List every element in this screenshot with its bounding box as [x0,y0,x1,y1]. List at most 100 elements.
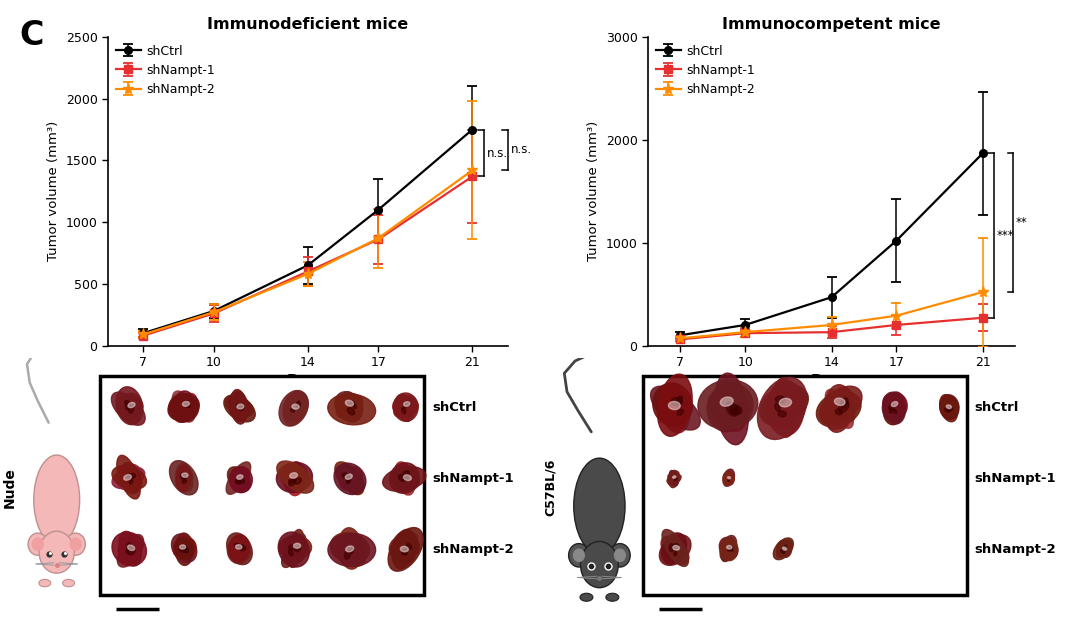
Ellipse shape [127,548,135,555]
Ellipse shape [677,410,684,415]
Ellipse shape [400,472,410,484]
Ellipse shape [725,544,733,556]
Ellipse shape [726,476,732,482]
Ellipse shape [337,534,365,566]
Ellipse shape [111,392,145,425]
Circle shape [573,549,584,561]
Ellipse shape [781,549,783,551]
Ellipse shape [665,540,683,560]
Ellipse shape [772,378,797,437]
Ellipse shape [235,478,240,483]
Ellipse shape [349,402,354,406]
Ellipse shape [780,544,789,554]
Text: shCtrl: shCtrl [432,400,476,414]
Ellipse shape [123,402,136,413]
Ellipse shape [237,404,244,409]
Ellipse shape [124,544,135,555]
Ellipse shape [122,537,138,561]
Ellipse shape [234,469,245,488]
Ellipse shape [328,394,376,425]
Ellipse shape [946,402,951,412]
Ellipse shape [282,534,306,568]
Ellipse shape [348,407,354,415]
Ellipse shape [168,394,199,422]
Ellipse shape [660,391,691,422]
Ellipse shape [732,407,740,414]
Ellipse shape [230,473,248,485]
Ellipse shape [882,393,907,420]
Ellipse shape [940,394,958,422]
Ellipse shape [777,392,794,421]
Text: shNampt-1: shNampt-1 [432,471,514,485]
Ellipse shape [667,471,679,485]
Ellipse shape [116,387,143,424]
Ellipse shape [125,471,134,486]
Ellipse shape [672,476,675,481]
Ellipse shape [173,391,194,422]
Ellipse shape [727,545,732,549]
Ellipse shape [179,547,186,552]
Circle shape [569,544,590,567]
Ellipse shape [118,537,141,563]
Ellipse shape [886,399,902,418]
Ellipse shape [178,399,191,414]
Circle shape [609,544,631,567]
Ellipse shape [397,541,410,556]
Ellipse shape [179,468,189,487]
Ellipse shape [710,383,753,428]
Ellipse shape [179,404,191,412]
Ellipse shape [725,544,733,554]
Ellipse shape [671,473,677,482]
Ellipse shape [345,473,355,482]
Ellipse shape [127,402,135,408]
Ellipse shape [780,543,788,554]
Ellipse shape [675,478,677,481]
Ellipse shape [669,394,680,420]
Ellipse shape [284,392,308,421]
Ellipse shape [820,386,862,424]
Ellipse shape [670,473,679,484]
Ellipse shape [345,543,355,554]
Ellipse shape [125,544,135,555]
Ellipse shape [772,389,795,425]
Ellipse shape [724,472,734,486]
Ellipse shape [289,399,301,414]
Ellipse shape [781,550,785,553]
Ellipse shape [673,476,676,478]
Ellipse shape [770,383,798,427]
Ellipse shape [339,395,362,421]
Circle shape [66,533,85,555]
Ellipse shape [891,404,897,412]
Ellipse shape [829,395,850,418]
Ellipse shape [400,472,413,482]
Ellipse shape [279,532,309,567]
Ellipse shape [757,378,807,439]
Ellipse shape [889,403,894,410]
Ellipse shape [184,546,189,553]
Ellipse shape [235,545,242,549]
Ellipse shape [406,544,411,549]
Ellipse shape [286,469,303,487]
Ellipse shape [234,474,245,482]
Ellipse shape [177,467,192,491]
Ellipse shape [180,471,190,484]
Ellipse shape [401,404,409,411]
Ellipse shape [671,397,681,406]
Ellipse shape [339,467,363,491]
Ellipse shape [760,386,808,425]
Ellipse shape [175,539,194,558]
Ellipse shape [289,544,300,557]
Ellipse shape [726,476,732,481]
Ellipse shape [126,474,130,481]
Y-axis label: Tumor volume (mm³): Tumor volume (mm³) [48,121,60,262]
Ellipse shape [288,473,302,484]
Ellipse shape [172,534,197,562]
Ellipse shape [235,475,244,482]
Ellipse shape [723,469,734,486]
Ellipse shape [782,547,786,550]
Ellipse shape [721,542,735,558]
Ellipse shape [713,386,745,431]
Ellipse shape [780,544,789,555]
Ellipse shape [717,390,743,423]
Ellipse shape [234,542,244,558]
